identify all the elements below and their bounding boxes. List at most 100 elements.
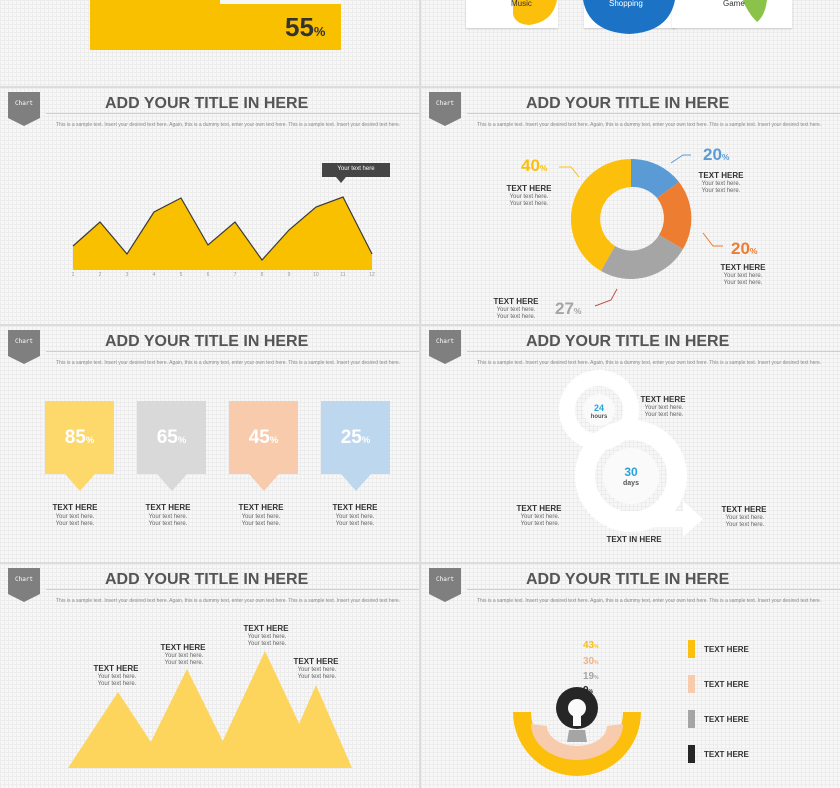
mountain-4 — [280, 685, 352, 768]
leader-20-top — [670, 154, 691, 164]
sample-text: This is a sample text. Insert your desir… — [477, 122, 822, 128]
cycle-label-left: TEXT HERE — [516, 504, 562, 513]
donut-segment-gray — [601, 235, 683, 280]
chart-tag-icon — [8, 330, 40, 364]
sample-text: This is a sample text. Insert your desir… — [56, 598, 401, 604]
cycle-label-right: TEXT HERE — [721, 505, 767, 514]
block-notch — [220, 0, 341, 4]
box-65 — [137, 401, 206, 491]
horizontal-divider — [0, 562, 840, 564]
area-series-outline — [72, 196, 373, 261]
title-rule — [467, 113, 840, 114]
box-45 — [229, 401, 298, 491]
legend-label: TEXT HERE — [704, 680, 749, 689]
days-unit: days — [623, 480, 639, 487]
ring-19 — [567, 730, 587, 742]
progress-value: 55% — [285, 12, 326, 42]
box-desc: Your text here. Your text here. — [335, 514, 375, 527]
donut-segment-blue — [631, 158, 679, 198]
donut-label-27: TEXT HERE — [493, 297, 539, 306]
x-tick: 7 — [234, 272, 237, 278]
chart-tag-icon — [8, 568, 40, 602]
chart-tag-icon — [429, 330, 461, 364]
slide-top-left: 55% — [0, 0, 420, 86]
box-value-85: 85% — [64, 427, 95, 448]
donut-chart — [559, 154, 723, 307]
box-value-25: 25% — [340, 427, 371, 448]
box-label: TEXT HERE — [52, 503, 98, 512]
legend-swatch-yellow — [688, 640, 695, 658]
ring-value-9: 9% — [583, 685, 594, 696]
title-rule — [467, 351, 840, 352]
x-tick: 4 — [153, 272, 156, 278]
mountains — [68, 651, 352, 768]
box-desc: Your text here. Your text here. — [241, 514, 281, 527]
small-cycle-center — [583, 394, 615, 426]
cycle-label-bottom: TEXT IN HERE — [606, 535, 662, 544]
chart-tag-icon — [429, 92, 461, 126]
chart-tag-icon — [8, 92, 40, 126]
title-rule — [46, 113, 420, 114]
title-rule — [467, 589, 840, 590]
vertical-divider — [419, 0, 421, 788]
area-chart: 1 2 3 4 5 6 7 8 9 10 11 12 — [72, 177, 375, 278]
horizontal-divider — [0, 86, 840, 88]
chart-tag-label: Chart — [435, 338, 455, 345]
x-tick: 12 — [369, 272, 375, 278]
slide-cycle-diagram: Chart ADD YOUR TITLE IN HERE This is a s… — [421, 326, 840, 562]
box-desc: Your text here. Your text here. — [55, 514, 95, 527]
box-value-45: 45% — [248, 427, 279, 448]
donut-value-20-top: 20% — [703, 145, 730, 164]
ring-30 — [531, 724, 623, 760]
box-label: TEXT HERE — [238, 503, 284, 512]
sample-text: This is a sample text. Insert your desir… — [477, 360, 822, 366]
x-tick: 6 — [207, 272, 210, 278]
cycle-desc-top: Your text here. Your text here. — [644, 405, 684, 418]
cycle-label-top: TEXT HERE — [640, 395, 686, 404]
box-label: TEXT HERE — [332, 503, 378, 512]
game-label: Game — [723, 0, 745, 8]
box-25 — [321, 401, 390, 491]
shopping-label: Shopping — [609, 0, 643, 8]
game-card — [672, 0, 792, 28]
ring-value-19: 19% — [583, 671, 599, 682]
leader-27 — [594, 288, 618, 307]
x-tick: 9 — [288, 272, 291, 278]
slide-top-right: Music Shopping Game — [421, 0, 840, 86]
ring-9-hole — [568, 699, 586, 717]
box-desc: Your text here. Your text here. — [148, 514, 188, 527]
donut-desc-40: Your text here. Your text here. — [509, 194, 549, 207]
x-tick: 3 — [126, 272, 129, 278]
ring-value-30: 30% — [583, 656, 599, 667]
peak-desc-1: Your text here. Your text here. — [97, 674, 137, 687]
horizontal-divider — [0, 324, 840, 326]
chart-tag-icon — [429, 568, 461, 602]
shopping-pie — [583, 0, 675, 34]
box-85 — [45, 401, 114, 491]
slide-mountain-chart: Chart ADD YOUR TITLE IN HERE This is a s… — [0, 564, 420, 788]
yellow-progress-block — [90, 0, 341, 50]
slide-title: ADD YOUR TITLE IN HERE — [526, 95, 730, 112]
sample-text: This is a sample text. Insert your desir… — [56, 122, 401, 128]
tooltip-box — [322, 163, 390, 177]
slide-title: ADD YOUR TITLE IN HERE — [105, 95, 309, 112]
sample-text: This is a sample text. Insert your desir… — [477, 598, 822, 604]
ring-43 — [513, 712, 641, 776]
days-value: 30 — [624, 465, 638, 479]
leader-40 — [559, 166, 580, 178]
slide-title: ADD YOUR TITLE IN HERE — [105, 571, 309, 588]
box-value-65: 65% — [156, 427, 187, 448]
tooltip-pointer — [336, 177, 346, 183]
box-label: TEXT HERE — [145, 503, 191, 512]
mountain-3 — [210, 651, 320, 768]
cycle-desc-right: Your text here. Your text here. — [725, 515, 765, 528]
peak-label-3: TEXT HERE — [243, 624, 289, 633]
slide-title: ADD YOUR TITLE IN HERE — [105, 333, 309, 350]
cycle-desc-left: Your text here. Your text here. — [520, 514, 560, 527]
ring-9-stem — [573, 712, 581, 726]
donut-desc-27: Your text here. Your text here. — [496, 307, 536, 320]
leader-20-right — [702, 232, 723, 247]
title-rule — [46, 589, 420, 590]
legend-label: TEXT HERE — [704, 715, 749, 724]
slide-semicircle-chart: Chart ADD YOUR TITLE IN HERE This is a s… — [421, 564, 840, 788]
